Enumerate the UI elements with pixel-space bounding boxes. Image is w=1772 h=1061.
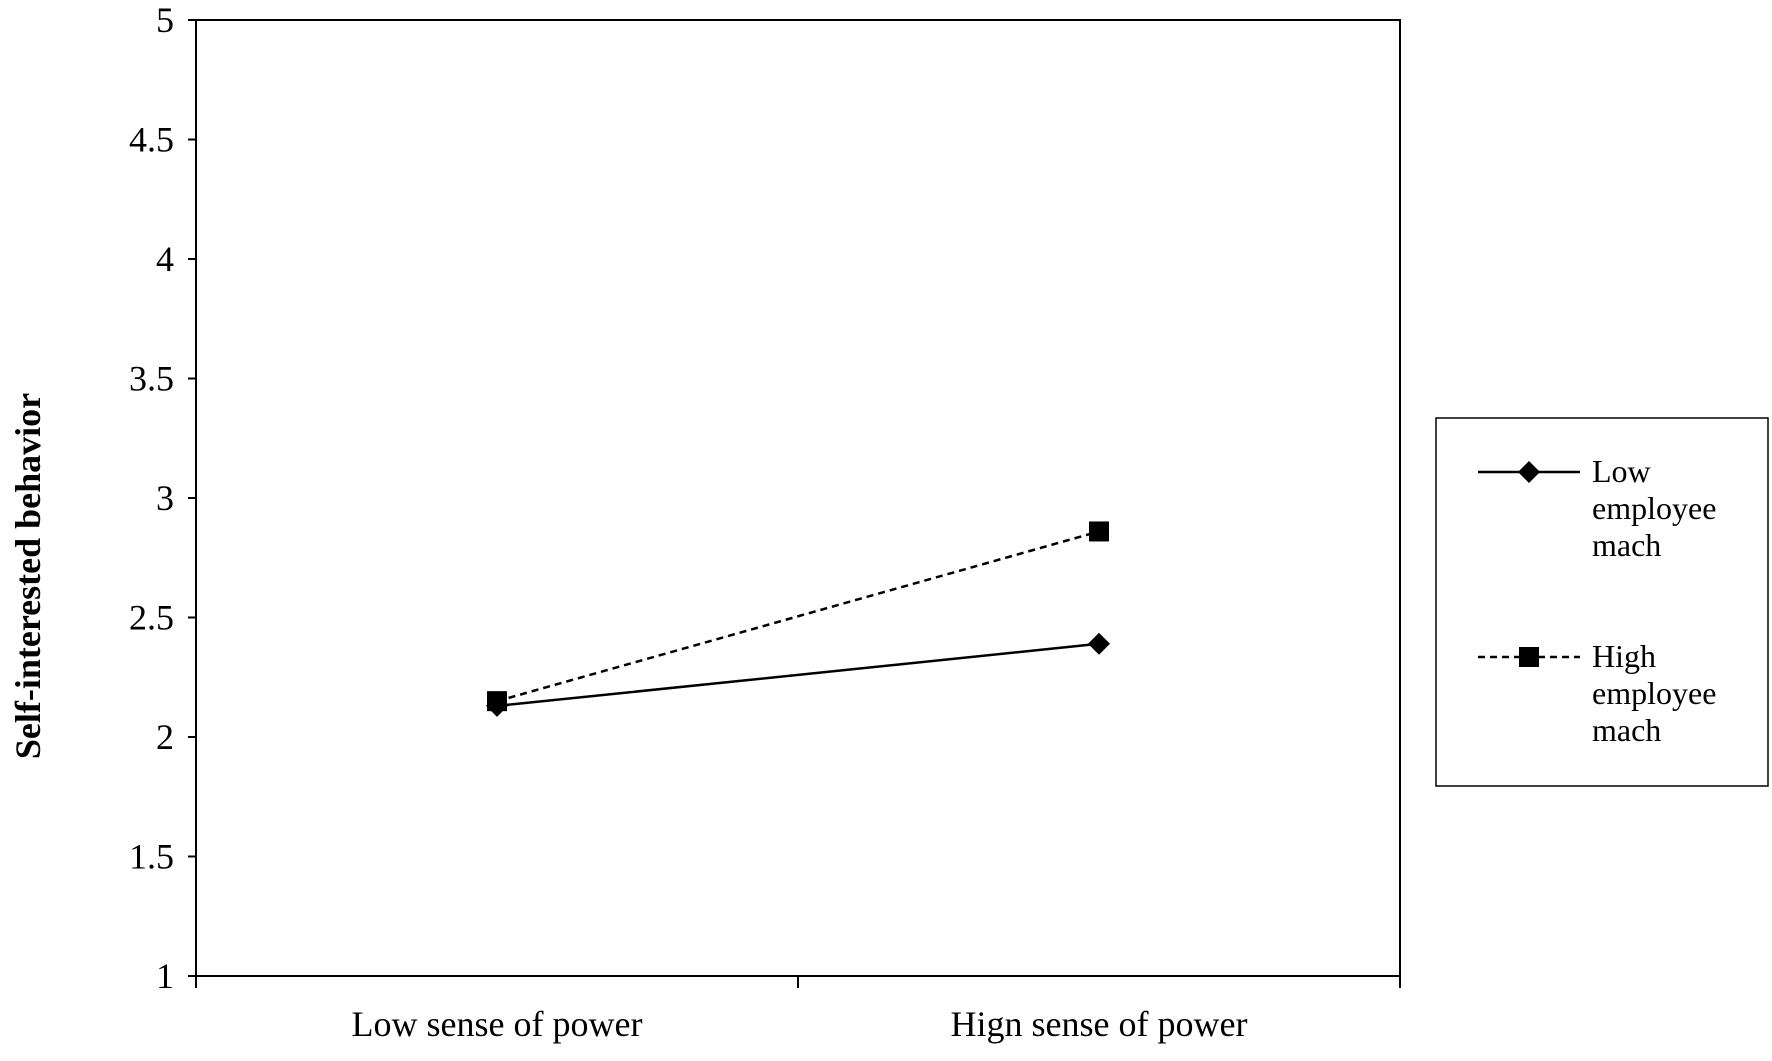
- plot-border: [195, 19, 1401, 977]
- legend-label: Low: [1592, 453, 1651, 489]
- y-tick-label: 4: [156, 239, 174, 279]
- y-axis-title: Self-interested behavior: [8, 393, 48, 759]
- y-tick-label: 2.5: [129, 598, 174, 638]
- y-tick-label: 5: [156, 0, 174, 40]
- legend-label: mach: [1592, 712, 1661, 748]
- legend-label: High: [1592, 638, 1656, 674]
- plot-area: [195, 19, 1401, 977]
- y-tick-label: 3.5: [129, 359, 174, 399]
- data-point-diamond: [1088, 632, 1110, 655]
- y-tick-label: 1.5: [129, 837, 174, 877]
- y-tick-label: 3: [156, 478, 174, 518]
- series-layer: [486, 521, 1110, 717]
- x-tick-label: Low sense of power: [352, 1004, 643, 1044]
- legend-label: mach: [1592, 527, 1661, 563]
- x-tick-label: Hign sense of power: [951, 1004, 1248, 1044]
- legend-marker-diamond: [1518, 461, 1540, 483]
- series-line: [496, 530, 1100, 703]
- data-point-square: [487, 691, 507, 712]
- y-tick-label: 1: [156, 956, 174, 996]
- y-tick-label: 4.5: [129, 120, 174, 160]
- y-tick-label: 2: [156, 717, 174, 757]
- legend-label: employee: [1592, 490, 1716, 526]
- legend-box: [1435, 417, 1769, 787]
- series-low-mach: [486, 632, 1110, 717]
- series-high-mach: [487, 521, 1109, 712]
- y-axis: 1 1.5 2 2.5 3 3.5 4 4.5 5: [129, 0, 196, 996]
- legend-marker-square: [1519, 647, 1539, 667]
- x-axis: Low sense of power Hign sense of power: [195, 976, 1401, 1044]
- legend-label: employee: [1592, 675, 1716, 711]
- data-point-square: [1089, 521, 1109, 542]
- series-line: [496, 642, 1100, 708]
